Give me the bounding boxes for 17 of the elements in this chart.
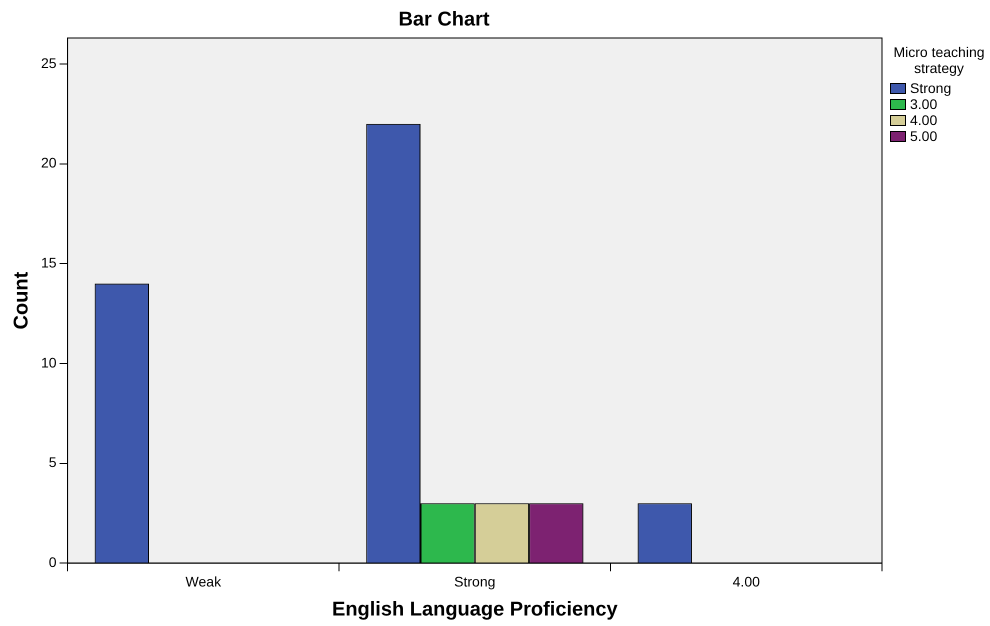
legend-label: Strong — [910, 80, 952, 96]
y-tick-label: 25 — [40, 54, 57, 71]
y-tick-label: 5 — [48, 454, 57, 470]
y-axis-title: Count — [10, 271, 33, 330]
chart-title: Bar Chart — [398, 8, 490, 31]
x-tick-label: Strong — [454, 573, 496, 590]
y-tick-label: 0 — [48, 554, 57, 570]
y-tick-label: 10 — [40, 354, 57, 370]
y-tick-label: 15 — [40, 254, 57, 271]
x-axis-title: English Language Proficiency — [332, 598, 618, 621]
legend-label: 3.00 — [910, 96, 938, 112]
legend-label: 4.00 — [910, 112, 938, 128]
legend-label: 5.00 — [910, 128, 938, 144]
x-tick-label: Weak — [186, 573, 222, 590]
legend-title: Micro teaching strategy — [892, 44, 986, 76]
y-tick-label: 20 — [40, 154, 57, 171]
x-tick-label: 4.00 — [732, 573, 760, 590]
